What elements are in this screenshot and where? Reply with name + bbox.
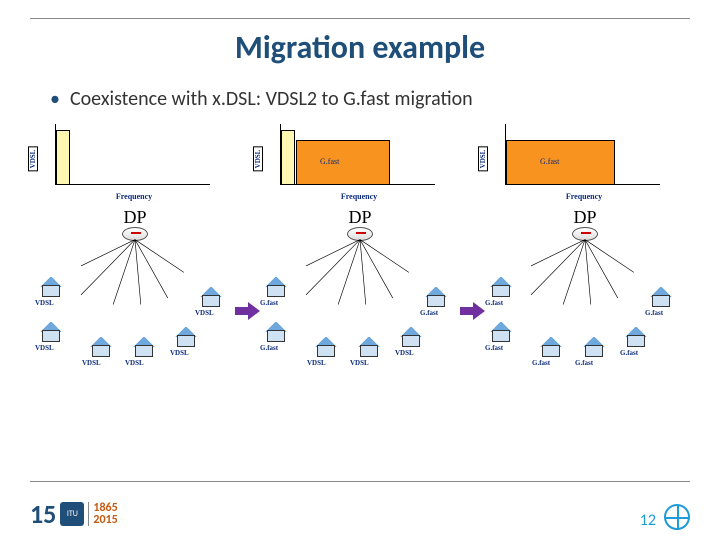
dp-label: DP — [123, 207, 146, 228]
house-icon — [540, 337, 562, 357]
topology-diagram: DP G.fast G.fast VDSL VDSL VDSL G.fast — [260, 207, 460, 377]
slide: Migration example Coexistence with x.DSL… — [0, 0, 720, 540]
vdsl-band — [56, 130, 70, 185]
house-icon — [40, 322, 62, 342]
vdsl-band — [281, 130, 295, 185]
itu-badge-icon: ITU — [60, 502, 84, 526]
house-label: G.fast — [260, 299, 278, 307]
chart-x-label: Frequency — [341, 192, 377, 201]
house-label: G.fast — [485, 299, 503, 307]
spectrum-chart: VDSL Frequency G.fast — [260, 119, 440, 199]
gfast-band-label: G.fast — [540, 157, 559, 166]
house-label: VDSL — [170, 349, 189, 357]
house-label: G.fast — [260, 344, 278, 352]
topology-diagram: DP VDSL VDSL VDSL VDSL VDSL VDSL — [35, 207, 235, 377]
anniversary-logo: 15 ITU 1865 2015 — [30, 498, 118, 530]
chart-y-label: VDSL — [478, 147, 488, 172]
page-number: 12 — [640, 511, 656, 530]
footer-right: 12 — [640, 504, 690, 530]
gfast-band-label: G.fast — [320, 157, 339, 166]
stage-panel: VDSL Frequency G.fast DP G.fast G.fast G.fas… — [485, 119, 685, 377]
house-label: VDSL — [35, 344, 54, 352]
house-icon — [90, 337, 112, 357]
house-icon — [175, 327, 197, 347]
spectrum-chart: VDSL Frequency G.fast — [485, 119, 665, 199]
gfast-band — [506, 140, 615, 185]
footer: 15 ITU 1865 2015 12 — [30, 488, 690, 530]
divider-top — [30, 18, 690, 19]
house-icon — [265, 322, 287, 342]
topology-diagram: DP G.fast G.fast G.fast G.fast G.fast G.fast — [485, 207, 685, 377]
migration-arrow-icon — [235, 302, 260, 320]
house-label: G.fast — [575, 359, 593, 367]
house-icon — [358, 337, 380, 357]
house-icon — [490, 322, 512, 342]
house-icon — [265, 277, 287, 297]
house-icon — [400, 327, 422, 347]
gfast-band — [296, 140, 390, 185]
house-icon — [200, 287, 222, 307]
spectrum-chart: VDSL Frequency — [35, 119, 215, 199]
chart-x-label: Frequency — [566, 192, 602, 201]
house-label: VDSL — [35, 299, 54, 307]
house-label: VDSL — [395, 349, 414, 357]
stage-panel: VDSL Frequency DP VDSL VDSL VDSL VDSL VDSL VDS… — [35, 119, 235, 377]
house-icon — [583, 337, 605, 357]
chart-y-label: VDSL — [253, 147, 263, 172]
year-bottom: 2015 — [93, 514, 117, 526]
anniversary-years: 1865 2015 — [88, 502, 117, 526]
divider-bottom — [30, 481, 690, 482]
house-icon — [650, 287, 672, 307]
itu-number-icon: 15 — [30, 498, 56, 530]
chart-x-label: Frequency — [116, 192, 152, 201]
house-label: VDSL — [307, 359, 326, 367]
house-icon — [40, 277, 62, 297]
chart-y-label: VDSL — [28, 147, 38, 172]
house-icon — [425, 287, 447, 307]
house-label: VDSL — [195, 309, 214, 317]
house-label: VDSL — [350, 359, 369, 367]
stages-row: VDSL Frequency DPVDSLVDSLVDSLVDSLVDSLVDS… — [30, 119, 690, 377]
itu-globe-icon — [664, 504, 690, 530]
house-label: VDSL — [82, 359, 101, 367]
house-icon — [490, 277, 512, 297]
dp-label: DP — [573, 207, 596, 228]
stage-panel: VDSL Frequency G.fast DP G.fast G.fast VDSL V… — [260, 119, 460, 377]
bullet-text: Coexistence with x.DSL: VDSL2 to G.fast … — [50, 87, 690, 111]
migration-arrow-icon — [460, 302, 485, 320]
slide-title: Migration example — [30, 28, 690, 67]
house-icon — [625, 327, 647, 347]
house-label: VDSL — [125, 359, 144, 367]
house-icon — [315, 337, 337, 357]
house-icon — [133, 337, 155, 357]
house-label: G.fast — [420, 309, 438, 317]
house-label: G.fast — [485, 344, 503, 352]
house-label: G.fast — [620, 349, 638, 357]
dp-label: DP — [348, 207, 371, 228]
house-label: G.fast — [645, 309, 663, 317]
chart-axes — [55, 124, 210, 185]
house-label: G.fast — [532, 359, 550, 367]
